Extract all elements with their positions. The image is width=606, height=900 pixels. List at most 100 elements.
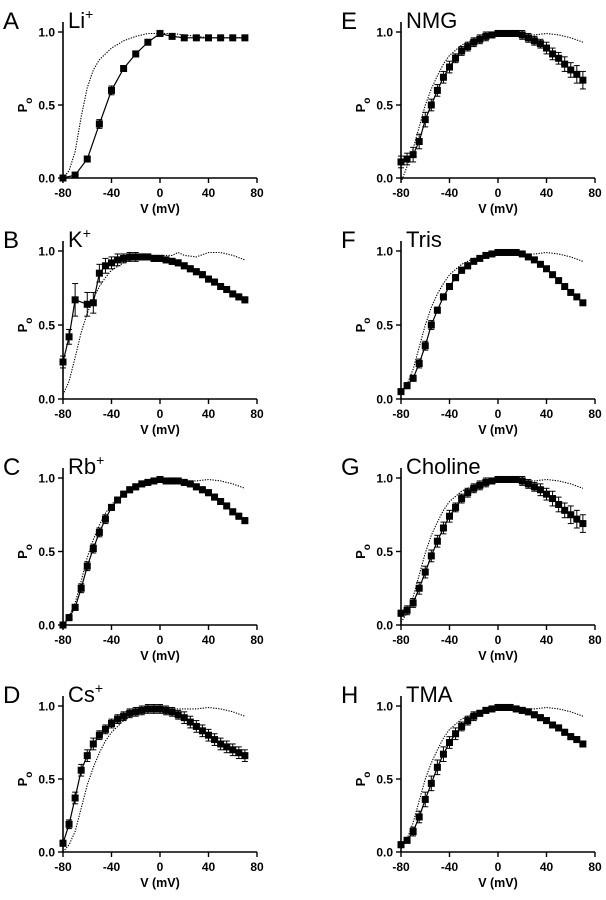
x-tick-label: 80 <box>588 407 602 421</box>
data-point-marker <box>397 158 405 166</box>
x-tick-label: 40 <box>202 633 216 647</box>
data-point-marker <box>403 382 411 390</box>
data-point-marker <box>120 65 128 72</box>
data-point-marker <box>567 511 575 519</box>
y-tick-label: 0.5 <box>38 545 55 559</box>
x-tick-label: 80 <box>588 633 602 647</box>
data-point-marker <box>433 306 441 314</box>
data-point-marker <box>500 703 508 711</box>
data-point-marker <box>192 722 200 730</box>
y-tick-label: 1.0 <box>38 26 55 40</box>
data-point-marker <box>138 253 146 261</box>
panel-letter: D <box>3 682 20 709</box>
x-tick-label: 0 <box>495 860 502 874</box>
data-point-marker <box>415 584 423 592</box>
data-point-marker <box>205 731 212 739</box>
y-tick-label: 0.5 <box>38 99 55 113</box>
data-point-marker <box>488 31 496 39</box>
data-point-marker <box>409 374 417 382</box>
x-axis-label: V (mV) <box>140 202 180 216</box>
x-tick-label: 0 <box>495 407 502 421</box>
data-point-marker <box>229 508 237 516</box>
data-point-marker <box>95 269 103 277</box>
data-point-marker <box>205 489 212 497</box>
y-tick-label: 0.0 <box>376 619 393 633</box>
reference-curve-dotted <box>62 706 246 853</box>
data-point-marker <box>83 300 91 308</box>
data-point-marker <box>555 277 563 285</box>
ion-label: NMG <box>406 8 457 33</box>
data-point-marker <box>470 38 478 46</box>
data-point-marker <box>470 484 478 492</box>
data-point-marker <box>433 86 441 94</box>
x-tick-label: 80 <box>250 186 264 200</box>
x-tick-label: 0 <box>157 407 164 421</box>
data-point-marker <box>482 478 490 486</box>
data-point-marker <box>458 722 466 730</box>
data-point-marker <box>229 34 237 42</box>
data-point-marker <box>59 839 67 847</box>
data-point-marker <box>524 34 532 42</box>
data-point-marker <box>126 486 134 494</box>
data-point-marker <box>433 763 441 771</box>
data-point-marker <box>168 477 176 485</box>
data-point-marker <box>536 40 544 48</box>
data-point-marker <box>446 512 453 520</box>
data-point-marker <box>476 254 484 262</box>
y-axis-label-subscript: o <box>362 98 373 104</box>
data-point-marker <box>458 47 466 55</box>
data-point-marker <box>439 73 447 81</box>
data-point-marker <box>549 495 557 503</box>
data-point-marker <box>561 283 569 291</box>
data-point-marker <box>229 290 237 298</box>
data-point-marker <box>458 266 466 274</box>
data-point-marker <box>415 359 423 367</box>
data-point-marker <box>132 50 140 58</box>
data-point-marker <box>186 718 194 726</box>
data-point-marker <box>458 495 466 503</box>
data-point-marker <box>470 712 478 720</box>
data-point-marker <box>120 254 128 262</box>
x-tick-label: 80 <box>588 860 602 874</box>
data-point-marker <box>494 29 502 37</box>
x-tick-label: 0 <box>495 633 502 647</box>
panel-a: -80 -40 0 40 80 0.0 0.5 1.0 V (mV) Po A Li+ <box>3 6 264 216</box>
data-point-marker <box>126 253 134 261</box>
reference-curve-dotted <box>400 251 584 394</box>
data-point-marker <box>71 603 79 611</box>
data-point-marker <box>89 740 97 748</box>
data-point-marker <box>192 34 200 42</box>
data-point-marker <box>120 712 128 720</box>
y-axis-label: Po <box>353 544 373 559</box>
data-point-marker <box>217 498 225 506</box>
data-point-marker <box>397 841 405 849</box>
data-point-marker <box>421 116 429 124</box>
data-point-marker <box>223 285 231 293</box>
data-point-marker <box>150 705 158 713</box>
x-tick-label: 80 <box>588 186 602 200</box>
data-point-marker <box>421 568 429 576</box>
panel-g: -80 -40 0 40 80 0.0 0.5 1.0 V (mV) Po G Choline <box>341 454 602 663</box>
data-point-marker <box>241 517 249 525</box>
ion-charge: + <box>83 225 91 241</box>
data-point-marker <box>427 552 435 560</box>
data-point-marker <box>77 766 85 774</box>
data-point-marker <box>156 254 164 262</box>
data-point-marker <box>494 703 502 711</box>
data-point-marker <box>415 813 423 821</box>
data-point-marker <box>446 283 453 291</box>
y-axis-label: Po <box>15 98 35 113</box>
x-axis-label: V (mV) <box>140 649 180 663</box>
x-tick-label: -40 <box>103 186 121 200</box>
data-point-marker <box>512 29 520 37</box>
data-point-marker <box>452 54 460 62</box>
x-tick-label: -40 <box>441 860 459 874</box>
y-tick-label: 0.5 <box>38 773 55 787</box>
data-point-marker <box>452 730 460 738</box>
y-axis-label-subscript: o <box>362 544 373 550</box>
y-axis-label: Po <box>15 772 35 787</box>
data-point-marker <box>95 528 103 536</box>
panel-letter: F <box>341 227 356 254</box>
x-tick-label: 0 <box>157 860 164 874</box>
